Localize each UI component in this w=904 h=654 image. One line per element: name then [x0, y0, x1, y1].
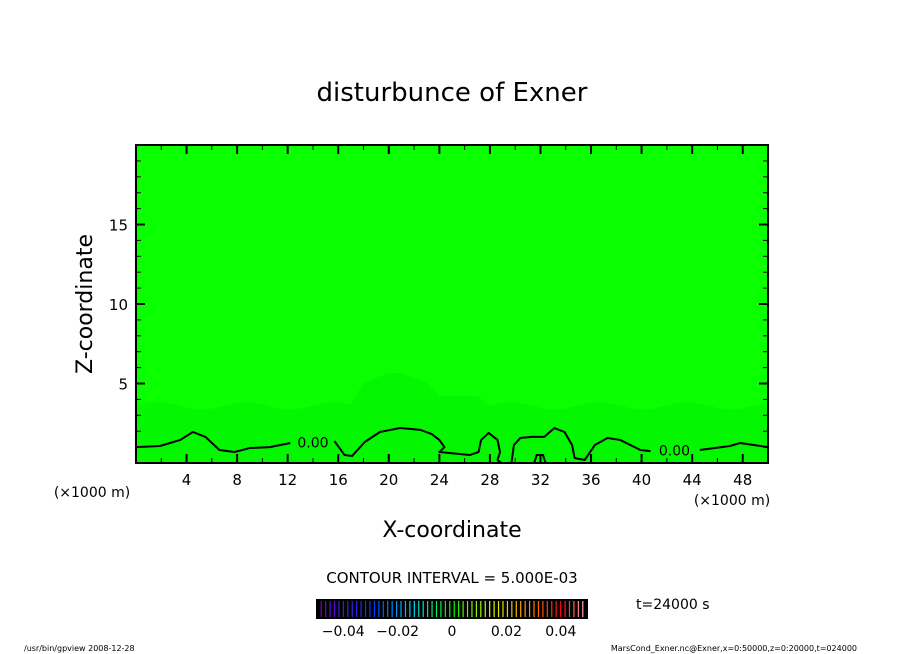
x-tick-label: 12: [278, 471, 297, 489]
x-tick-label: 28: [480, 471, 499, 489]
colorbar-tick-label: 0: [448, 624, 457, 640]
x-tick-label: 44: [683, 471, 702, 489]
x-tick-label: 16: [329, 471, 348, 489]
colorbar-tick-label: 0.04: [545, 624, 576, 640]
source-label: MarsCond_Exner.nc@Exner,x=0:50000,z=0:20…: [611, 644, 857, 653]
chart-title: disturbunce of Exner: [317, 78, 588, 108]
colorbar-tick-label: −0.02: [376, 624, 419, 640]
x-tick-label: 4: [182, 471, 192, 489]
y-axis-label: Z-coordinate: [73, 234, 98, 374]
x-unit-right: (×1000 m): [694, 493, 770, 509]
y-tick-label: 10: [109, 296, 128, 314]
program-label: /usr/bin/gpview 2008-12-28: [24, 644, 135, 653]
y-tick-label: 5: [118, 376, 128, 394]
x-tick-label: 8: [232, 471, 242, 489]
contour-label: 0.00: [297, 435, 328, 451]
x-tick-label: 40: [632, 471, 651, 489]
x-tick-label: 32: [531, 471, 550, 489]
colorbar-tick-label: −0.04: [322, 624, 365, 640]
colorbar-background: [316, 599, 588, 619]
x-tick-label: 24: [430, 471, 449, 489]
x-axis-label: X-coordinate: [382, 518, 521, 543]
contour-line-1: [333, 427, 502, 464]
field-shading: [136, 373, 768, 463]
colorbar-tick-label: 0.02: [491, 624, 522, 640]
y-tick-label: 15: [109, 217, 128, 235]
x-tick-label: 48: [733, 471, 752, 489]
contour-label: 0.00: [659, 443, 690, 459]
time-label: t=24000 s: [636, 597, 710, 613]
x-tick-label: 20: [379, 471, 398, 489]
contour-interval-label: CONTOUR INTERVAL = 5.000E-03: [326, 569, 577, 587]
contour-line-2: [510, 427, 651, 464]
x-unit-left: (×1000 m): [54, 485, 130, 501]
contour-line-3: [699, 441, 769, 451]
contour-line-0: [135, 430, 291, 454]
x-tick-label: 36: [581, 471, 600, 489]
